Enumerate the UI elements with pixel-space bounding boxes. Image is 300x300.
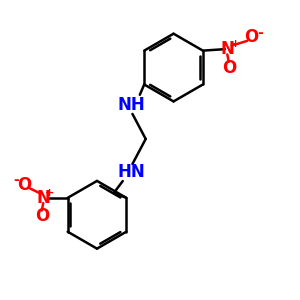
Text: O: O: [18, 176, 32, 194]
Text: O: O: [34, 207, 49, 225]
Text: -: -: [13, 173, 19, 187]
Text: HN: HN: [117, 163, 145, 181]
Text: +: +: [231, 39, 240, 49]
Text: N: N: [220, 40, 234, 58]
Text: O: O: [244, 28, 258, 46]
Text: NH: NH: [117, 96, 145, 114]
Text: N: N: [36, 189, 50, 207]
Text: O: O: [222, 59, 236, 77]
Text: -: -: [257, 26, 262, 40]
Text: +: +: [45, 188, 54, 197]
